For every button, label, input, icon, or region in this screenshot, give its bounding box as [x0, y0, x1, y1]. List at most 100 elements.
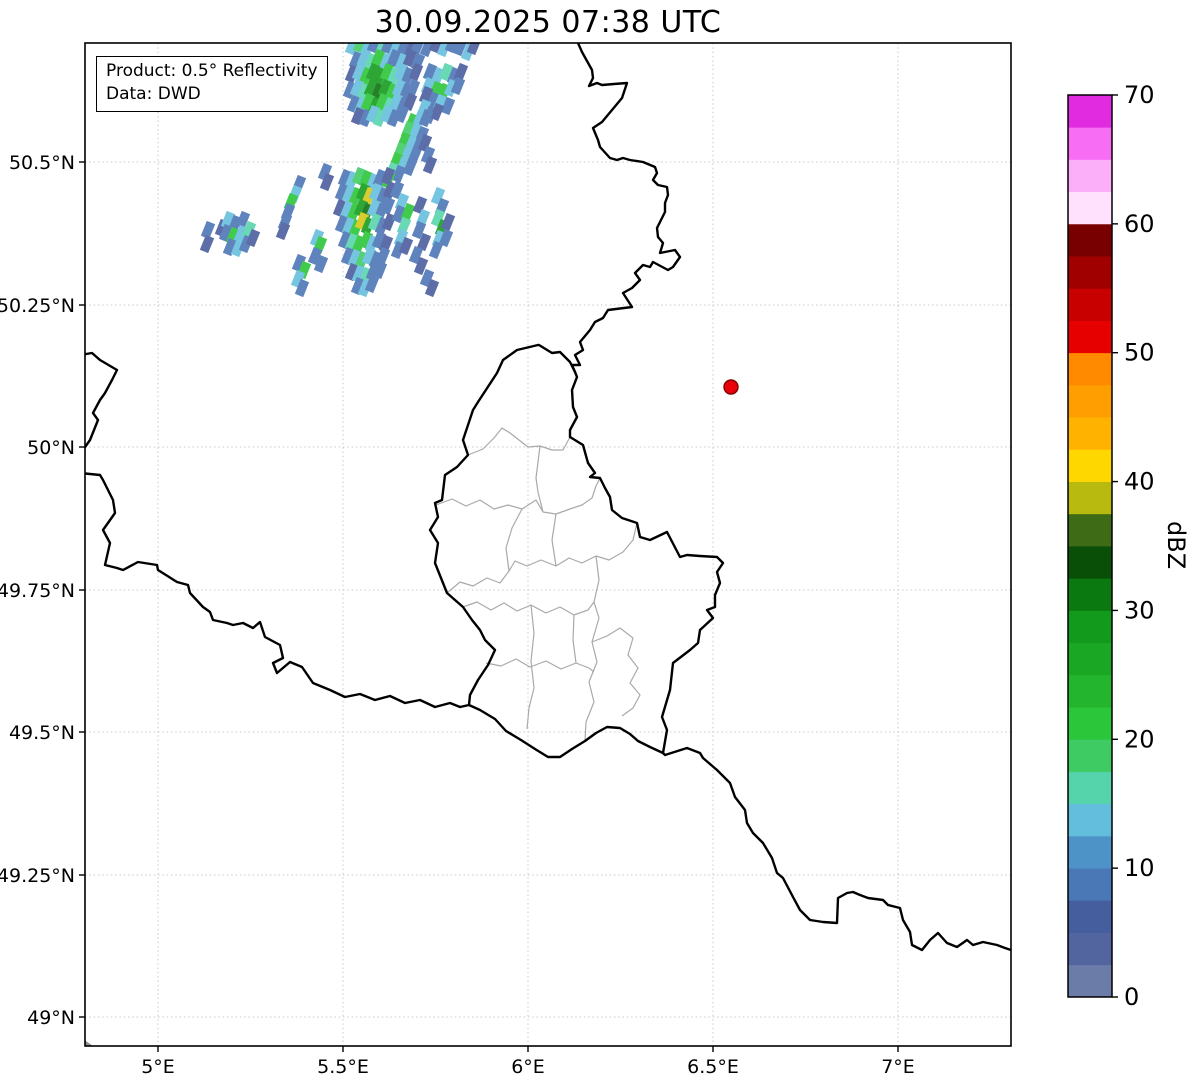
- radar-echo-cell: [346, 94, 362, 114]
- radar-echo-cell: [366, 198, 382, 218]
- radar-echo-cell: [400, 202, 416, 222]
- y-tick-label: 49.25°N: [0, 865, 75, 887]
- y-tick-label: 49°N: [27, 1007, 75, 1029]
- radar-echo-cell: [339, 200, 355, 220]
- colorbar-tick-label: 60: [1124, 210, 1155, 238]
- radar-echo-cell: [394, 104, 410, 124]
- radar-echo-cell: [388, 92, 404, 112]
- radar-echo-cell: [391, 164, 407, 184]
- data-source-line: Data: DWD: [106, 84, 201, 105]
- radar-echo-cell: [365, 62, 381, 82]
- radar-echo-cell: [411, 220, 427, 240]
- district-border: [435, 477, 601, 515]
- radar-echo-cell: [361, 246, 377, 266]
- radar-echo-cell: [368, 182, 384, 202]
- france-belgium-border-north: [85, 351, 119, 450]
- y-tick-label: 49.5°N: [9, 722, 75, 744]
- radar-echo-cell: [350, 276, 366, 296]
- axis-ticks: [79, 161, 899, 1052]
- radar-echo-cell: [347, 248, 363, 268]
- radar-echo-cell: [334, 182, 350, 202]
- radar-echo-cell: [313, 254, 329, 274]
- radar-echo-cell: [389, 180, 405, 200]
- radar-echo-cell: [360, 92, 376, 112]
- radar-echo-cell: [419, 268, 435, 288]
- x-tick-label: 5°E: [141, 1056, 175, 1078]
- radar-echo-cell: [444, 43, 460, 54]
- colorbar-segment: [1068, 481, 1112, 515]
- radar-echo-cell: [291, 253, 307, 273]
- radar-echo-cell: [379, 62, 395, 82]
- radar-echo-cell: [430, 208, 446, 228]
- radar-echo-cell: [382, 180, 398, 200]
- radar-echo-cell: [341, 216, 357, 236]
- radar-echo-cell: [348, 50, 364, 70]
- map-edge-triangle: [85, 1040, 93, 1046]
- radar-echo-cell: [424, 278, 440, 298]
- radar-echo-cell: [418, 85, 434, 105]
- colorbar-segment: [1068, 223, 1112, 257]
- radar-echo-cell: [372, 260, 388, 280]
- colorbar-segment: [1068, 803, 1112, 837]
- luxembourg-district-borders: [435, 427, 641, 742]
- radar-echo-cell: [337, 230, 353, 250]
- radar-echo-cell: [420, 145, 436, 165]
- colorbar-tick-label: 50: [1124, 339, 1155, 367]
- france-belgium-border-south: [85, 472, 471, 709]
- radar-echo-cell: [381, 212, 397, 232]
- radar-echo-cell: [351, 62, 367, 82]
- district-border: [485, 658, 595, 673]
- radar-echo-cell: [372, 168, 388, 188]
- colorbar-segment: [1068, 384, 1112, 418]
- radar-echo-cell: [245, 228, 261, 248]
- radar-echo-cell: [422, 155, 438, 175]
- radar-echo-cell: [428, 43, 444, 54]
- radar-echo-cell: [377, 78, 393, 98]
- radar-echo-cell: [319, 172, 335, 192]
- district-border: [591, 627, 641, 717]
- colorbar-tick-label: 20: [1124, 725, 1155, 753]
- radar-echo-cell: [317, 162, 333, 182]
- colorbar-segment: [1068, 867, 1112, 901]
- colorbar-segment: [1068, 577, 1112, 611]
- radar-echo-cell: [340, 246, 356, 266]
- radar-echo-cell: [413, 256, 429, 276]
- district-border: [467, 427, 571, 456]
- france-germany-border: [661, 746, 1011, 952]
- radar-echo-cell: [350, 106, 366, 126]
- colorbar-tick-label: 0: [1124, 983, 1139, 1011]
- axis-tick-labels: 5°E 5.5°E 6°E 6.5°E 7°E 50.5°N 50.25°N 50°N 49.7…: [0, 152, 915, 1078]
- colorbar-tick-label: 70: [1124, 81, 1155, 109]
- colorbar-segment: [1068, 255, 1112, 289]
- radar-echo-cell: [396, 43, 412, 56]
- colorbar-segment: [1068, 287, 1112, 321]
- radar-echo-cell: [430, 186, 446, 206]
- radar-echo-cell: [309, 228, 325, 248]
- radar-echo-cell: [379, 104, 395, 124]
- x-tick-label: 5.5°E: [317, 1056, 369, 1078]
- radar-echo-cell: [199, 234, 215, 254]
- x-tick-label: 7°E: [881, 1056, 915, 1078]
- country-borders: [85, 43, 1011, 952]
- colorbar-segment: [1068, 126, 1112, 160]
- district-border: [505, 508, 523, 572]
- district-border: [572, 614, 577, 664]
- radar-echo-cell: [408, 245, 424, 265]
- radar-echo-cell: [374, 92, 390, 112]
- radar-echo-cell: [332, 198, 348, 218]
- radar-echo-cell: [440, 212, 456, 232]
- radar-echo-cell: [402, 157, 418, 177]
- radar-echo-cell: [408, 62, 424, 82]
- product-line: Product: 0.5° Reflectivity: [106, 61, 318, 81]
- district-border: [584, 555, 600, 742]
- radar-echo-cell: [351, 166, 367, 186]
- radar-echo-cell: [428, 240, 444, 260]
- colorbar-tick-labels: 0 10 20 30 40 50 60 70: [1124, 81, 1155, 1011]
- radar-echo-cell: [354, 211, 370, 231]
- radar-echo-cell: [235, 210, 251, 230]
- product-info-box: Product: 0.5° Reflectivity Data: DWD: [96, 56, 328, 112]
- radar-echo-cell: [440, 96, 456, 116]
- colorbar-segment: [1068, 771, 1112, 805]
